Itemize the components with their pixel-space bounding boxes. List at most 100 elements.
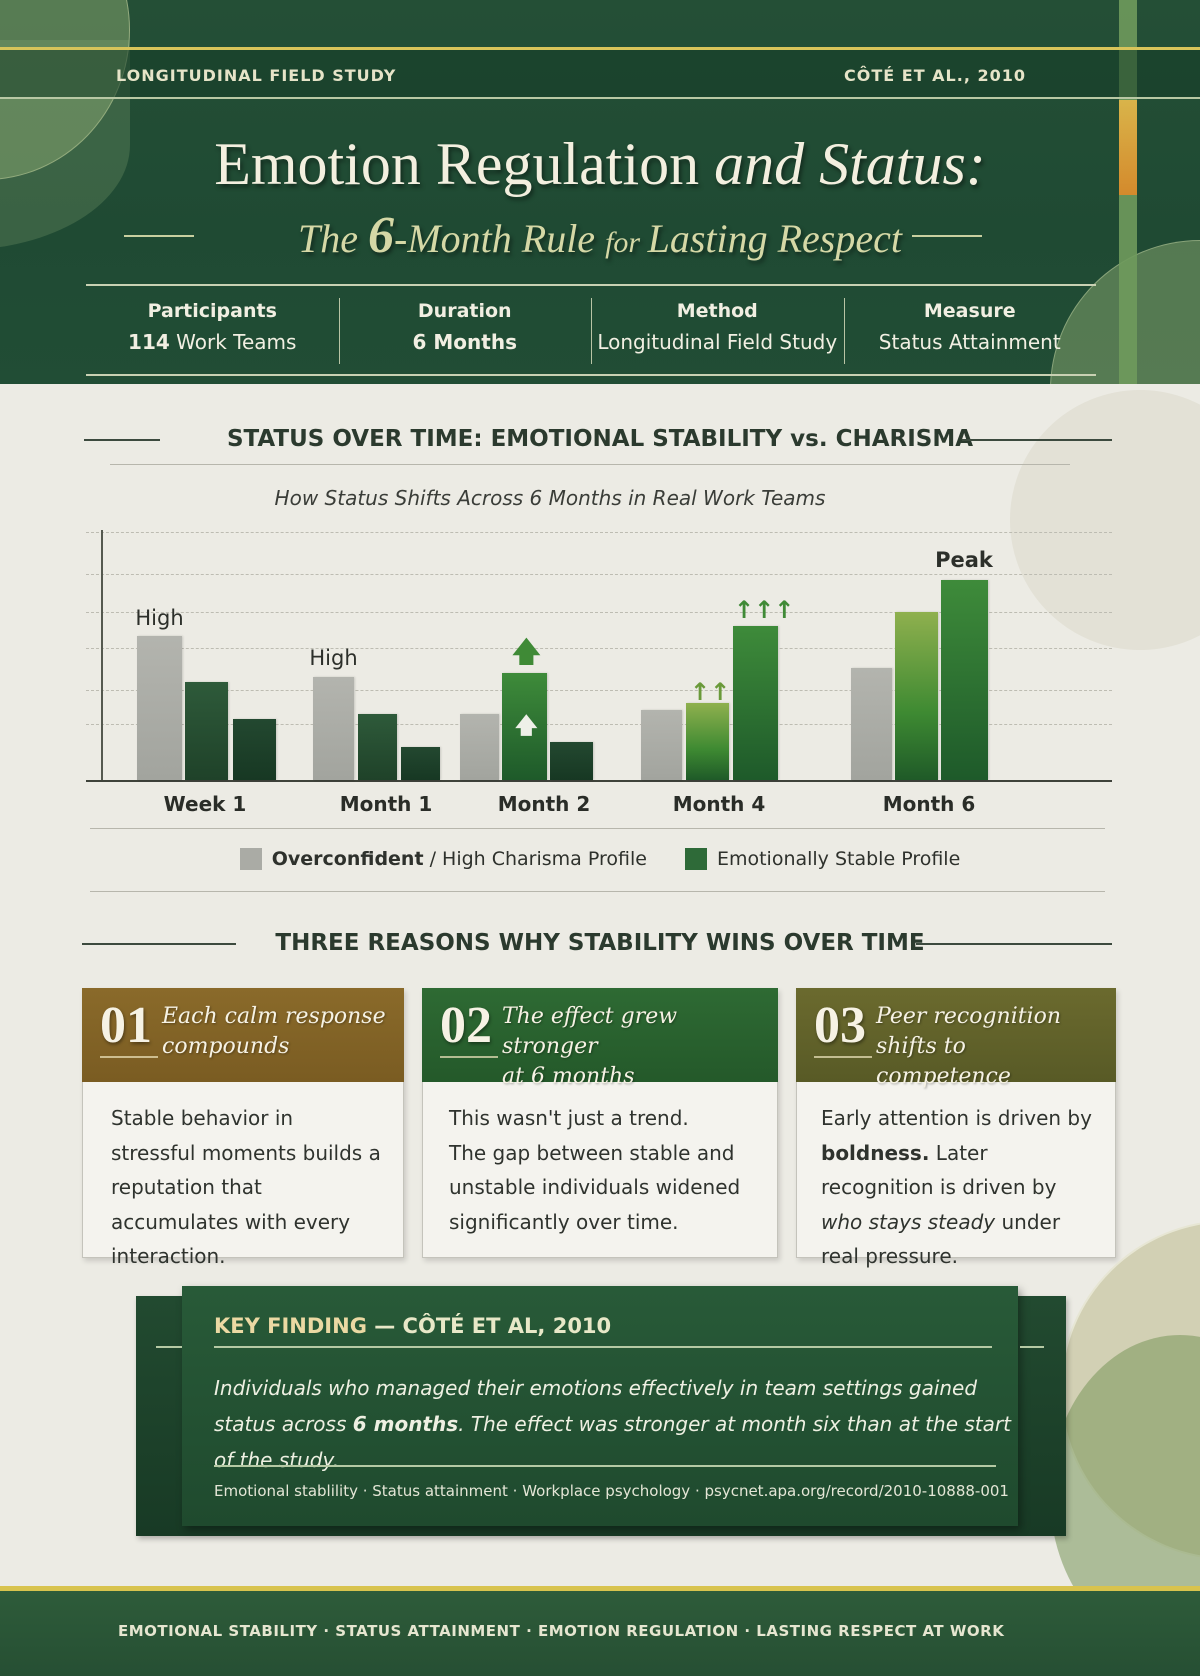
card-body-bold: boldness. <box>821 1140 930 1165</box>
citation-label: CÔTÉ ET AL., 2010 <box>844 66 1027 85</box>
bar-month2-stable-2 <box>550 742 593 780</box>
title-text: Emotion Regulation <box>214 131 715 197</box>
stat-value-rest: Work Teams <box>169 330 297 354</box>
card-body: Stable behavior in stressful moments bui… <box>111 1106 381 1268</box>
legend-rule-bottom <box>90 891 1105 892</box>
subtitle-text: Lasting Respect <box>647 216 902 261</box>
arrow-up-icon: 🡅 <box>512 635 541 668</box>
card-title-line: Each calm response <box>162 1004 386 1029</box>
bar-month1-stable <box>358 714 397 780</box>
card-body-line: The gap between stable and unstable indi… <box>449 1140 741 1234</box>
stat-value-rest: Status Attainment <box>878 330 1061 354</box>
stat-participants: Participants 114 Work Teams <box>86 286 339 374</box>
bar-week1-stable-2 <box>233 719 276 780</box>
key-finding-rule <box>214 1346 992 1348</box>
gridline <box>86 724 1112 725</box>
subtitle-text: for <box>605 226 648 259</box>
footer-gold-rule <box>0 1586 1200 1591</box>
legend-swatch-gray <box>239 848 262 870</box>
card-number: 03 <box>814 997 872 1058</box>
gridline <box>86 648 1112 649</box>
key-finding-text: Individuals who managed their emotions e… <box>214 1370 1014 1478</box>
gridline <box>86 690 1112 691</box>
study-type-label: LONGITUDINAL FIELD STUDY <box>116 66 397 85</box>
card-body-text: under real pressure. <box>821 1209 1061 1269</box>
section-rule-left <box>82 943 236 945</box>
stat-duration: Duration 6 Months <box>338 286 592 374</box>
stat-label: Participants <box>147 300 277 322</box>
annotation-high: High <box>309 646 358 670</box>
stat-value: Longitudinal Field Study <box>591 330 844 354</box>
y-axis <box>101 530 103 782</box>
section-rule-right <box>962 439 1112 441</box>
bar-month1-charisma <box>313 677 354 780</box>
page-title: Emotion Regulation and Status: <box>0 130 1200 199</box>
key-finding-text-bold: 6 months <box>352 1412 459 1436</box>
legend-rule-top <box>90 828 1105 829</box>
subtitle-text: The <box>298 216 368 261</box>
key-finding-label: KEY FINDING <box>214 1314 367 1338</box>
card-title: Each calm response compounds <box>162 1000 386 1062</box>
reason-card-1: 01 Each calm response compounds Stable be… <box>82 988 404 1268</box>
decorative-stripe-gold <box>1119 100 1137 195</box>
x-axis <box>86 780 1112 782</box>
key-finding-rule-right <box>1020 1346 1044 1348</box>
bar-month2-charisma <box>460 714 499 780</box>
stat-value-rest: Longitudinal Field Study <box>597 330 838 354</box>
top-band <box>0 50 1200 99</box>
x-tick-label: Month 4 <box>672 792 766 816</box>
stat-method: Method Longitudinal Field Study <box>591 286 844 374</box>
gridline <box>86 612 1112 613</box>
key-finding-source: — CÔTÉ ET AL, 2010 <box>366 1314 612 1338</box>
page-subtitle: The 6-Month Rule for Lasting Respect <box>0 206 1200 265</box>
gold-divider <box>0 47 1200 50</box>
bar-month4-stable <box>686 703 729 780</box>
x-tick-label: Week 1 <box>163 792 247 816</box>
card-title-line: Peer recognition <box>876 1004 1062 1029</box>
card-body: Early attention is driven by boldness. L… <box>821 1101 1095 1274</box>
title-text-italic: and Status: <box>714 131 986 197</box>
stat-label: Measure <box>923 300 1016 322</box>
footer-band <box>0 1588 1200 1676</box>
card-title-line: at 6 months <box>502 1064 635 1089</box>
key-finding-panel <box>182 1286 1018 1526</box>
legend-label-rest: / High Charisma Profile <box>423 848 647 870</box>
study-stats: Participants 114 Work Teams Duration 6 M… <box>86 284 1096 376</box>
bar-week1-charisma <box>137 636 182 780</box>
card-title: The effect grew stronger at 6 months <box>502 1000 764 1092</box>
key-finding-text-part: . The effect was stronger at month six t… <box>214 1412 1011 1472</box>
triple-arrow-up-icon: ↑↑↑ <box>734 596 795 624</box>
x-tick-label: Month 2 <box>497 792 591 816</box>
subtitle-text: -Month Rule <box>394 216 606 261</box>
x-tick-label: Month 6 <box>882 792 976 816</box>
key-finding-footer: Emotional stablility · Status attainment… <box>214 1482 1009 1500</box>
stat-label: Duration <box>417 300 512 322</box>
double-arrow-up-icon: ↑↑ <box>690 678 731 706</box>
section-rule-left <box>84 439 160 441</box>
chart-subtitle: How Status Shifts Across 6 Months in Rea… <box>274 486 826 510</box>
card-header: 03 Peer recognition shifts to competence <box>796 988 1116 1089</box>
stat-value: Status Attainment <box>844 330 1097 354</box>
stat-label: Method <box>676 300 758 322</box>
card-body-text: Later recognition is driven by <box>821 1140 1057 1200</box>
card-body: This wasn't just a trend. The gap between… <box>449 1101 757 1239</box>
annotation-peak: Peak <box>935 548 993 572</box>
bar-month2-stable <box>502 673 547 780</box>
legend-swatch-green <box>684 848 707 870</box>
x-tick-label: Month 1 <box>339 792 433 816</box>
legend-label-bold: Overconfident <box>271 848 424 870</box>
key-finding-title: KEY FINDING — CÔTÉ ET AL, 2010 <box>214 1314 611 1338</box>
bar-month6-charisma <box>851 668 892 780</box>
bar-month6-stable <box>895 612 938 780</box>
legend-label: Emotionally Stable Profile <box>716 848 961 870</box>
card-header: 02 The effect grew stronger at 6 months <box>422 988 778 1089</box>
card-header: 01 Each calm response compounds <box>82 988 404 1082</box>
bar-month1-stable-2 <box>401 747 440 780</box>
reason-card-3: 03 Peer recognition shifts to competence … <box>796 988 1116 1268</box>
bar-month6-stable-2 <box>941 580 988 780</box>
gridline <box>86 574 1112 575</box>
key-finding-rule-left <box>156 1346 182 1348</box>
subtitle-number: 6 <box>368 207 394 264</box>
stat-value-strong: 6 Months <box>412 330 517 354</box>
reasons-section-heading: THREE REASONS WHY STABILITY WINS OVER TI… <box>275 930 925 956</box>
